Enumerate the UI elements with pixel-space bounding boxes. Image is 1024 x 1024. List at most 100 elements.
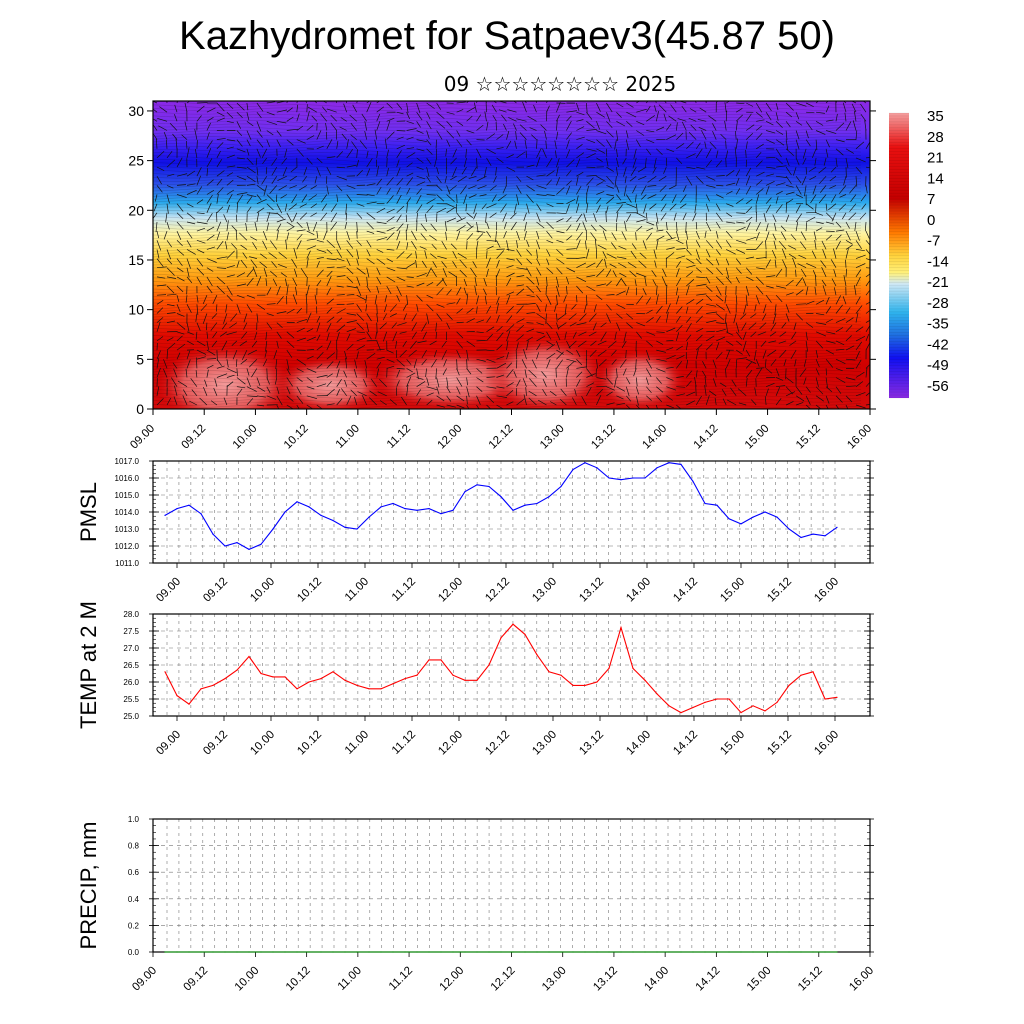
wind-arrow [356,249,359,260]
wind-arrow [386,276,396,283]
wind-arrow [805,331,808,341]
wind-arrow [336,368,340,378]
data-point [236,542,238,544]
wind-arrow [556,101,561,113]
wind-arrow [516,258,523,266]
wind-arrow [676,345,683,351]
wind-arrow [266,101,276,104]
wind-arrow [206,189,215,195]
wind-arrow [516,305,524,314]
wind-arrow [236,294,245,299]
wind-arrow [554,140,557,149]
wind-arrow [754,304,757,312]
wind-arrow [206,122,212,131]
data-point [812,671,814,673]
wind-arrow [556,313,558,322]
wind-arrow [805,300,815,305]
wind-arrow [616,256,627,259]
wind-arrow [484,295,487,305]
wind-arrow [246,183,256,186]
data-point [524,633,526,636]
wind-arrow [326,266,335,269]
wind-arrow [695,334,703,342]
wind-arrow [346,285,358,289]
wind-arrow [416,377,424,380]
wind-arrow [636,130,645,136]
wind-arrow [396,102,403,110]
wind-arrow [576,239,581,250]
wind-arrow [855,351,860,360]
wind-arrow [506,131,510,140]
data-point [668,951,670,953]
wind-arrow [194,148,198,158]
wind-arrow [725,358,731,369]
wind-arrow [716,304,725,311]
wind-arrow [785,279,794,287]
wind-arrow [446,111,455,115]
wind-arrow [306,355,314,360]
wind-arrow [766,156,776,159]
contour-line [153,152,862,157]
wind-arrow [616,402,626,406]
wind-arrow [536,285,541,293]
wind-arrow [296,368,304,373]
wind-arrow [351,141,357,150]
wind-arrow [486,305,492,314]
wind-arrow [772,214,777,223]
wind-arrow [361,113,367,122]
wind-arrow [266,368,268,379]
wind-arrow [243,313,248,323]
wind-arrow [526,203,530,214]
wind-arrow [356,337,366,342]
wind-arrow [156,240,162,251]
wind-arrow [286,359,290,371]
wind-arrow [336,379,342,387]
wind-arrow [275,368,278,378]
wind-arrow [466,221,472,228]
wind-arrow [755,285,764,295]
wind-arrow [216,267,227,269]
wind-arrow [326,373,333,378]
wind-arrow [316,239,324,243]
wind-arrow [185,140,188,149]
wind-arrow [715,276,724,285]
wind-arrow [349,114,357,122]
wind-arrow [656,395,663,403]
wind-arrow [376,340,381,351]
wind-arrow [316,334,321,342]
wind-arrow [245,222,248,232]
wind-arrow [602,230,607,241]
wind-arrow [524,101,527,104]
wind-arrow [655,239,659,250]
wind-arrow [416,294,423,302]
wind-arrow [316,383,327,388]
wind-arrow [396,276,406,282]
data-point [296,688,298,690]
wind-arrow [576,366,588,369]
data-point [236,669,238,671]
wind-arrow [556,331,561,341]
wind-arrow [155,221,158,233]
wind-arrow [594,239,597,250]
wind-arrow [156,176,162,185]
wind-arrow [574,388,577,396]
wind-arrow [835,221,842,228]
wind-arrow [736,249,746,254]
wind-arrow [486,257,491,268]
wind-arrow [266,120,278,125]
wind-arrow [266,203,274,211]
wind-arrow [666,355,676,360]
wind-arrow [701,370,707,378]
wind-arrow [779,331,787,337]
wind-arrow [865,279,870,287]
wind-arrow [566,276,570,285]
x-tick-label: 09.00 [154,576,183,605]
wind-arrow [619,272,627,278]
wind-arrow [326,270,333,278]
wind-arrow [426,130,430,139]
wind-arrow [536,194,547,197]
wind-arrow [656,126,665,131]
wind-arrow [223,214,228,223]
data-point [776,516,778,518]
wind-arrow [346,249,354,258]
